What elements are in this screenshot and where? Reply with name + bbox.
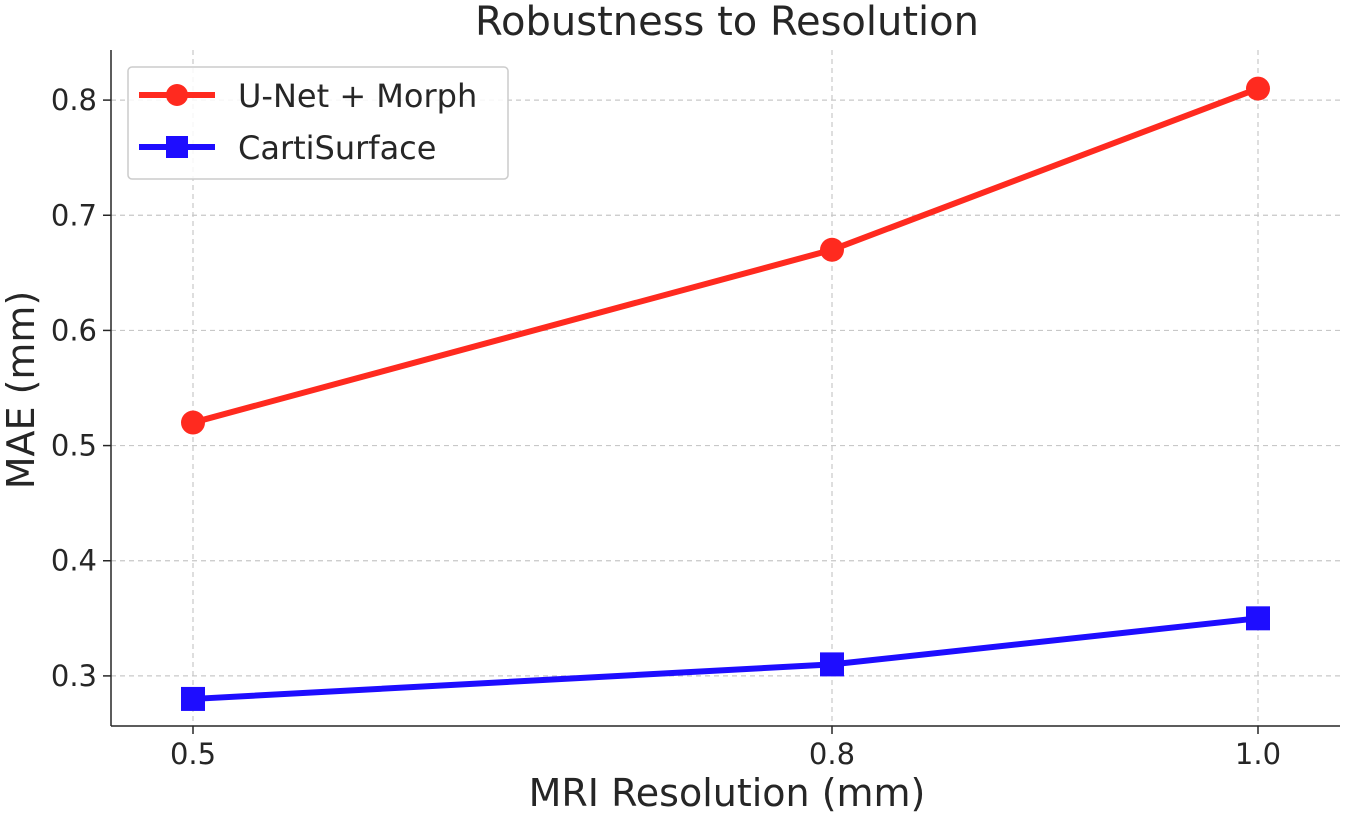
y-tick-label: 0.3 (51, 659, 97, 693)
data-point-cartisurface (819, 652, 844, 677)
legend-marker-u-net-morph (166, 84, 188, 106)
y-tick-label: 0.6 (51, 313, 97, 347)
y-tick-label: 0.7 (51, 198, 97, 232)
chart-title: Robustness to Resolution (475, 0, 979, 45)
data-point-u-net-morph (819, 237, 844, 262)
legend-entry-cartisurface: CartiSurface (139, 129, 436, 167)
x-axis-ticks: 0.5 0.8 1.0 (170, 726, 1281, 771)
y-axis-label: MAE (mm) (0, 291, 43, 490)
x-tick-label: 0.8 (809, 737, 855, 771)
series-group (181, 76, 1270, 711)
series-line-cartisurface (192, 615, 1259, 702)
data-point-u-net-morph (181, 410, 206, 435)
data-point-cartisurface (1245, 606, 1270, 631)
legend-marker-cartisurface (166, 136, 188, 158)
data-point-u-net-morph (1245, 76, 1270, 101)
y-axis-ticks: 0.3 0.4 0.5 0.6 0.7 0.8 (51, 83, 111, 693)
x-tick-label: 0.5 (170, 737, 216, 771)
data-point-cartisurface (181, 686, 206, 711)
legend-box (127, 66, 509, 180)
x-axis-label: MRI Resolution (mm) (529, 771, 926, 814)
y-tick-label: 0.4 (51, 544, 97, 578)
x-tick-label: 1.0 (1235, 737, 1281, 771)
legend-label-cartisurface: CartiSurface (238, 129, 436, 167)
legend-entry-u-net-morph: U-Net + Morph (139, 77, 477, 115)
legend-label-u-net-morph: U-Net + Morph (238, 77, 477, 115)
y-tick-label: 0.5 (51, 429, 97, 463)
legend: U-Net + Morph CartiSurface (127, 66, 509, 180)
y-tick-label: 0.8 (51, 83, 97, 117)
plot-frame (110, 50, 1340, 727)
